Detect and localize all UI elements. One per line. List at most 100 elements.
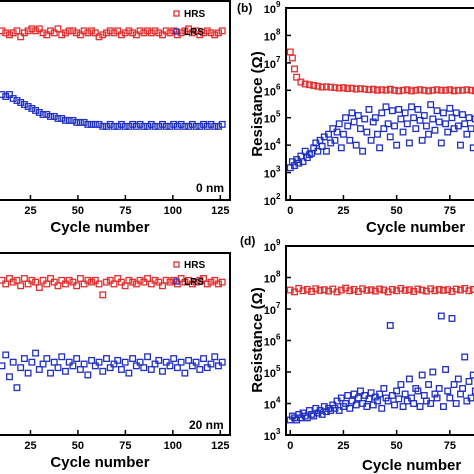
lrs-point [132, 362, 140, 370]
lrs-point [218, 120, 226, 128]
lrs-point [121, 122, 129, 130]
lrs-point [439, 109, 447, 117]
panel-a-frame [0, 0, 231, 201]
lrs-point [433, 394, 441, 402]
hrs-point [35, 284, 43, 292]
hrs-point [162, 27, 170, 35]
hrs-point [203, 27, 211, 35]
y-tick-exponent: 6 [276, 333, 281, 342]
lrs-point [129, 355, 137, 363]
x-tick-label: 75 [119, 440, 131, 452]
y-tick-label: 10 [264, 431, 276, 443]
lrs-point [43, 110, 51, 118]
x-tick-label: 100 [164, 205, 182, 217]
y-tick-exponent: 7 [276, 55, 281, 64]
hrs-point [369, 85, 377, 93]
hrs-point [117, 278, 125, 286]
hrs-point [91, 29, 99, 37]
hrs-point [32, 278, 40, 286]
lrs-point [110, 360, 118, 368]
lrs-point [454, 122, 462, 130]
hrs-point [465, 287, 473, 295]
hrs-point [437, 86, 445, 94]
hrs-point [459, 86, 467, 94]
hrs-point [416, 86, 424, 94]
lrs-point [58, 114, 66, 122]
hrs-point [337, 286, 345, 294]
lrs-point [43, 355, 51, 363]
legend-hrs-marker [173, 10, 180, 17]
lrs-point [395, 106, 403, 113]
lrs-point [376, 390, 384, 398]
lrs-point [218, 358, 226, 366]
lrs-point [305, 151, 313, 159]
lrs-point [0, 362, 6, 370]
lrs-point [463, 130, 471, 138]
y-tick-label: 10 [264, 31, 276, 43]
hrs-point [58, 31, 66, 39]
lrs-point [95, 120, 103, 128]
lrs-point [365, 106, 373, 113]
hrs-point [397, 284, 405, 292]
lrs-point [367, 136, 375, 144]
lrs-point [352, 401, 360, 409]
lrs-point [352, 141, 360, 149]
legend-lrs-marker [173, 28, 180, 35]
lrs-point [308, 410, 315, 418]
lrs-point [363, 403, 371, 411]
hrs-point [203, 280, 211, 288]
lrs-point [215, 362, 222, 370]
hrs-point [47, 275, 54, 282]
panel-d-x-axis-title: Cycle number [362, 457, 461, 474]
hrs-point [374, 86, 381, 94]
hrs-point [314, 82, 322, 90]
lrs-point [331, 136, 339, 144]
x-tick-label: 25 [337, 440, 349, 452]
hrs-point [425, 87, 433, 95]
lrs-point [384, 397, 392, 405]
lrs-point [69, 362, 77, 370]
hrs-point [88, 27, 96, 35]
lrs-point [211, 122, 219, 130]
lrs-point [325, 130, 333, 138]
lrs-point [382, 103, 390, 111]
lrs-point [80, 360, 88, 368]
legend-lrs-marker [173, 278, 180, 285]
lrs-point [61, 116, 69, 124]
x-tick-label: 0 [287, 440, 293, 452]
hrs-point [352, 85, 360, 93]
lrs-point [69, 116, 77, 124]
hrs-point [348, 84, 356, 92]
lrs-point [9, 358, 17, 366]
lrs-point [342, 114, 350, 122]
lrs-point [339, 130, 347, 138]
lrs-point [103, 122, 110, 130]
lrs-point [91, 362, 99, 370]
lrs-point [331, 404, 339, 412]
hrs-point [61, 29, 69, 37]
lrs-point [170, 120, 178, 128]
panel-c-x-axis-title: Cycle number [50, 454, 149, 471]
y-tick-exponent: 5 [276, 364, 281, 373]
lrs-point [337, 394, 345, 402]
hrs-point [2, 29, 10, 37]
lrs-point [17, 364, 25, 372]
lrs-point [0, 91, 6, 98]
lrs-point [65, 116, 73, 124]
lrs-point [47, 112, 54, 120]
hrs-point [463, 86, 471, 94]
hrs-point [69, 27, 77, 35]
panel-b-y-axis-title: Resistance (Ω) [249, 51, 266, 156]
hrs-point [35, 25, 43, 33]
hrs-point [159, 282, 166, 290]
lrs-point [84, 371, 92, 379]
y-tick-label: 10 [264, 274, 276, 286]
panel-b-x-axis-title: Cycle number [366, 219, 465, 236]
hrs-point [200, 275, 207, 282]
hrs-point [173, 31, 181, 39]
hrs-point [185, 25, 193, 33]
hrs-point [427, 285, 435, 293]
hrs-point [84, 276, 92, 284]
hrs-point [211, 276, 219, 284]
panel-a-legend: HRS LRS [173, 9, 205, 38]
